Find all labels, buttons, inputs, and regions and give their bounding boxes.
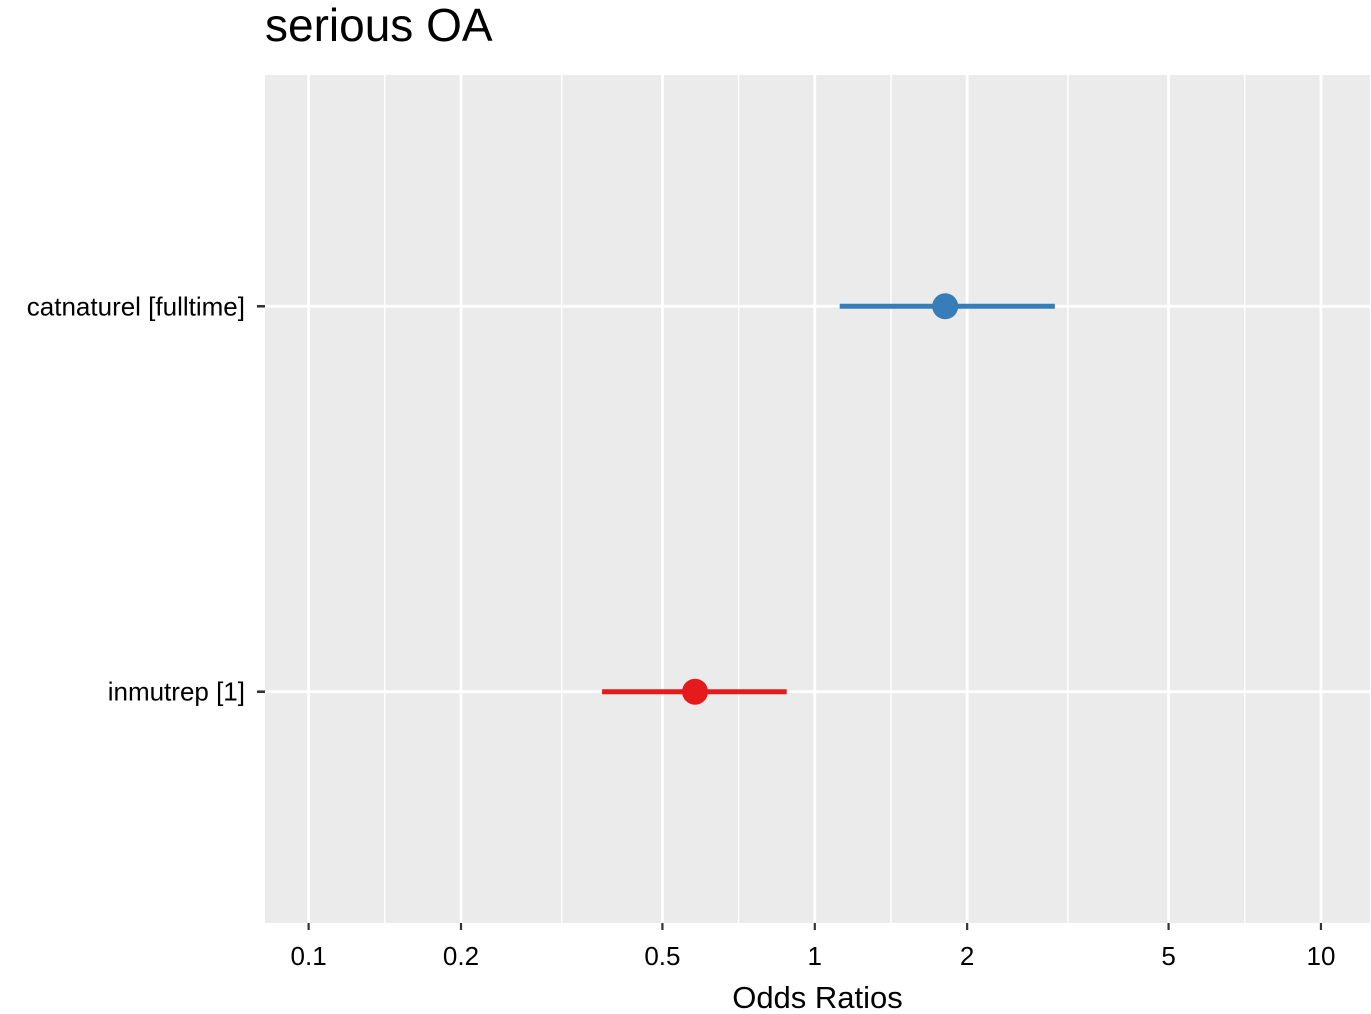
estimate-marks	[602, 293, 1055, 705]
x-tick-label: 0.2	[443, 941, 479, 971]
y-tick-label: catnaturel [fulltime]	[27, 291, 245, 321]
chart-title: serious OA	[265, 0, 493, 51]
x-axis: 0.1 0.2 0.5 1 2 5 10	[291, 923, 1335, 971]
x-tick-label: 10	[1306, 941, 1335, 971]
plot-panel	[265, 75, 1370, 923]
odds-ratio-point	[682, 678, 709, 705]
x-tick-label: 0.1	[291, 941, 327, 971]
x-tick-label: 2	[960, 941, 974, 971]
y-tick-label: inmutrep [1]	[108, 677, 245, 707]
x-tick-label: 1	[808, 941, 822, 971]
odds-ratio-point	[932, 293, 959, 320]
x-axis-title: Odds Ratios	[732, 980, 903, 1009]
x-tick-label: 5	[1161, 941, 1175, 971]
y-axis: catnaturel [fulltime] inmutrep [1]	[27, 291, 265, 707]
grid-layer	[265, 75, 1370, 923]
x-tick-label: 0.5	[644, 941, 680, 971]
